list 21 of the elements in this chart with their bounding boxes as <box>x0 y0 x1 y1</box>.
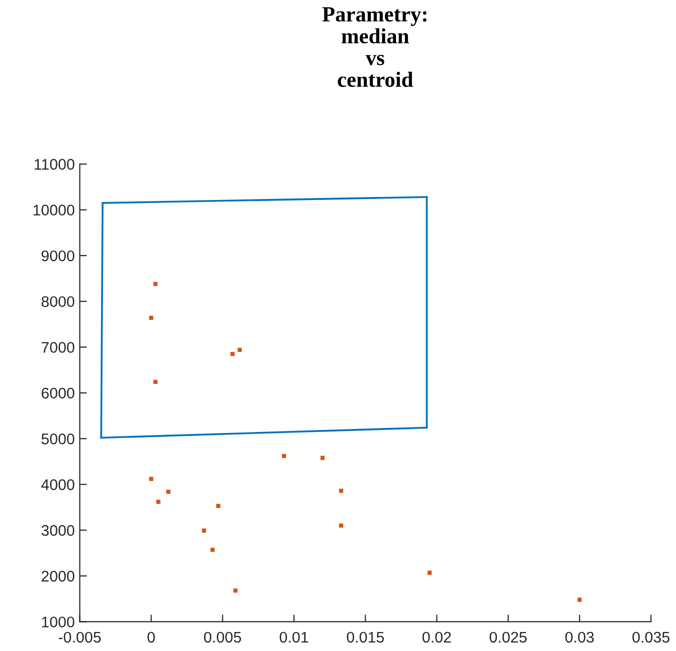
y-tick-label: 6000 <box>42 388 74 399</box>
y-tick-label: 7000 <box>42 342 74 353</box>
y-tick-label: 9000 <box>42 250 74 262</box>
y-tick-label: 2000 <box>42 570 74 582</box>
y-tick-label: 3000 <box>42 525 74 536</box>
x-tick-label: 0.035 <box>632 632 670 643</box>
y-tick-label: 8000 <box>42 296 74 308</box>
x-tick-label: -0.005 <box>58 632 101 643</box>
chart-title: Parametry: median vs centroid <box>322 7 426 87</box>
x-tick-label: 0.01 <box>280 632 308 643</box>
x-tick-label: 0.015 <box>346 632 384 643</box>
y-tick-label: 4000 <box>41 479 74 490</box>
x-tick-label: 0.03 <box>565 632 594 643</box>
y-tick-label: 5000 <box>42 434 74 444</box>
y-tick-label: 10000 <box>34 204 74 216</box>
x-tick-label: 0.02 <box>422 632 451 643</box>
x-tick-label: 0.005 <box>204 632 242 643</box>
x-tick-label: 0.025 <box>490 632 527 643</box>
y-tick-label: 11000 <box>34 158 74 170</box>
x-tick-label: 0 <box>148 632 155 643</box>
y-tick-label: 1000 <box>42 616 74 628</box>
